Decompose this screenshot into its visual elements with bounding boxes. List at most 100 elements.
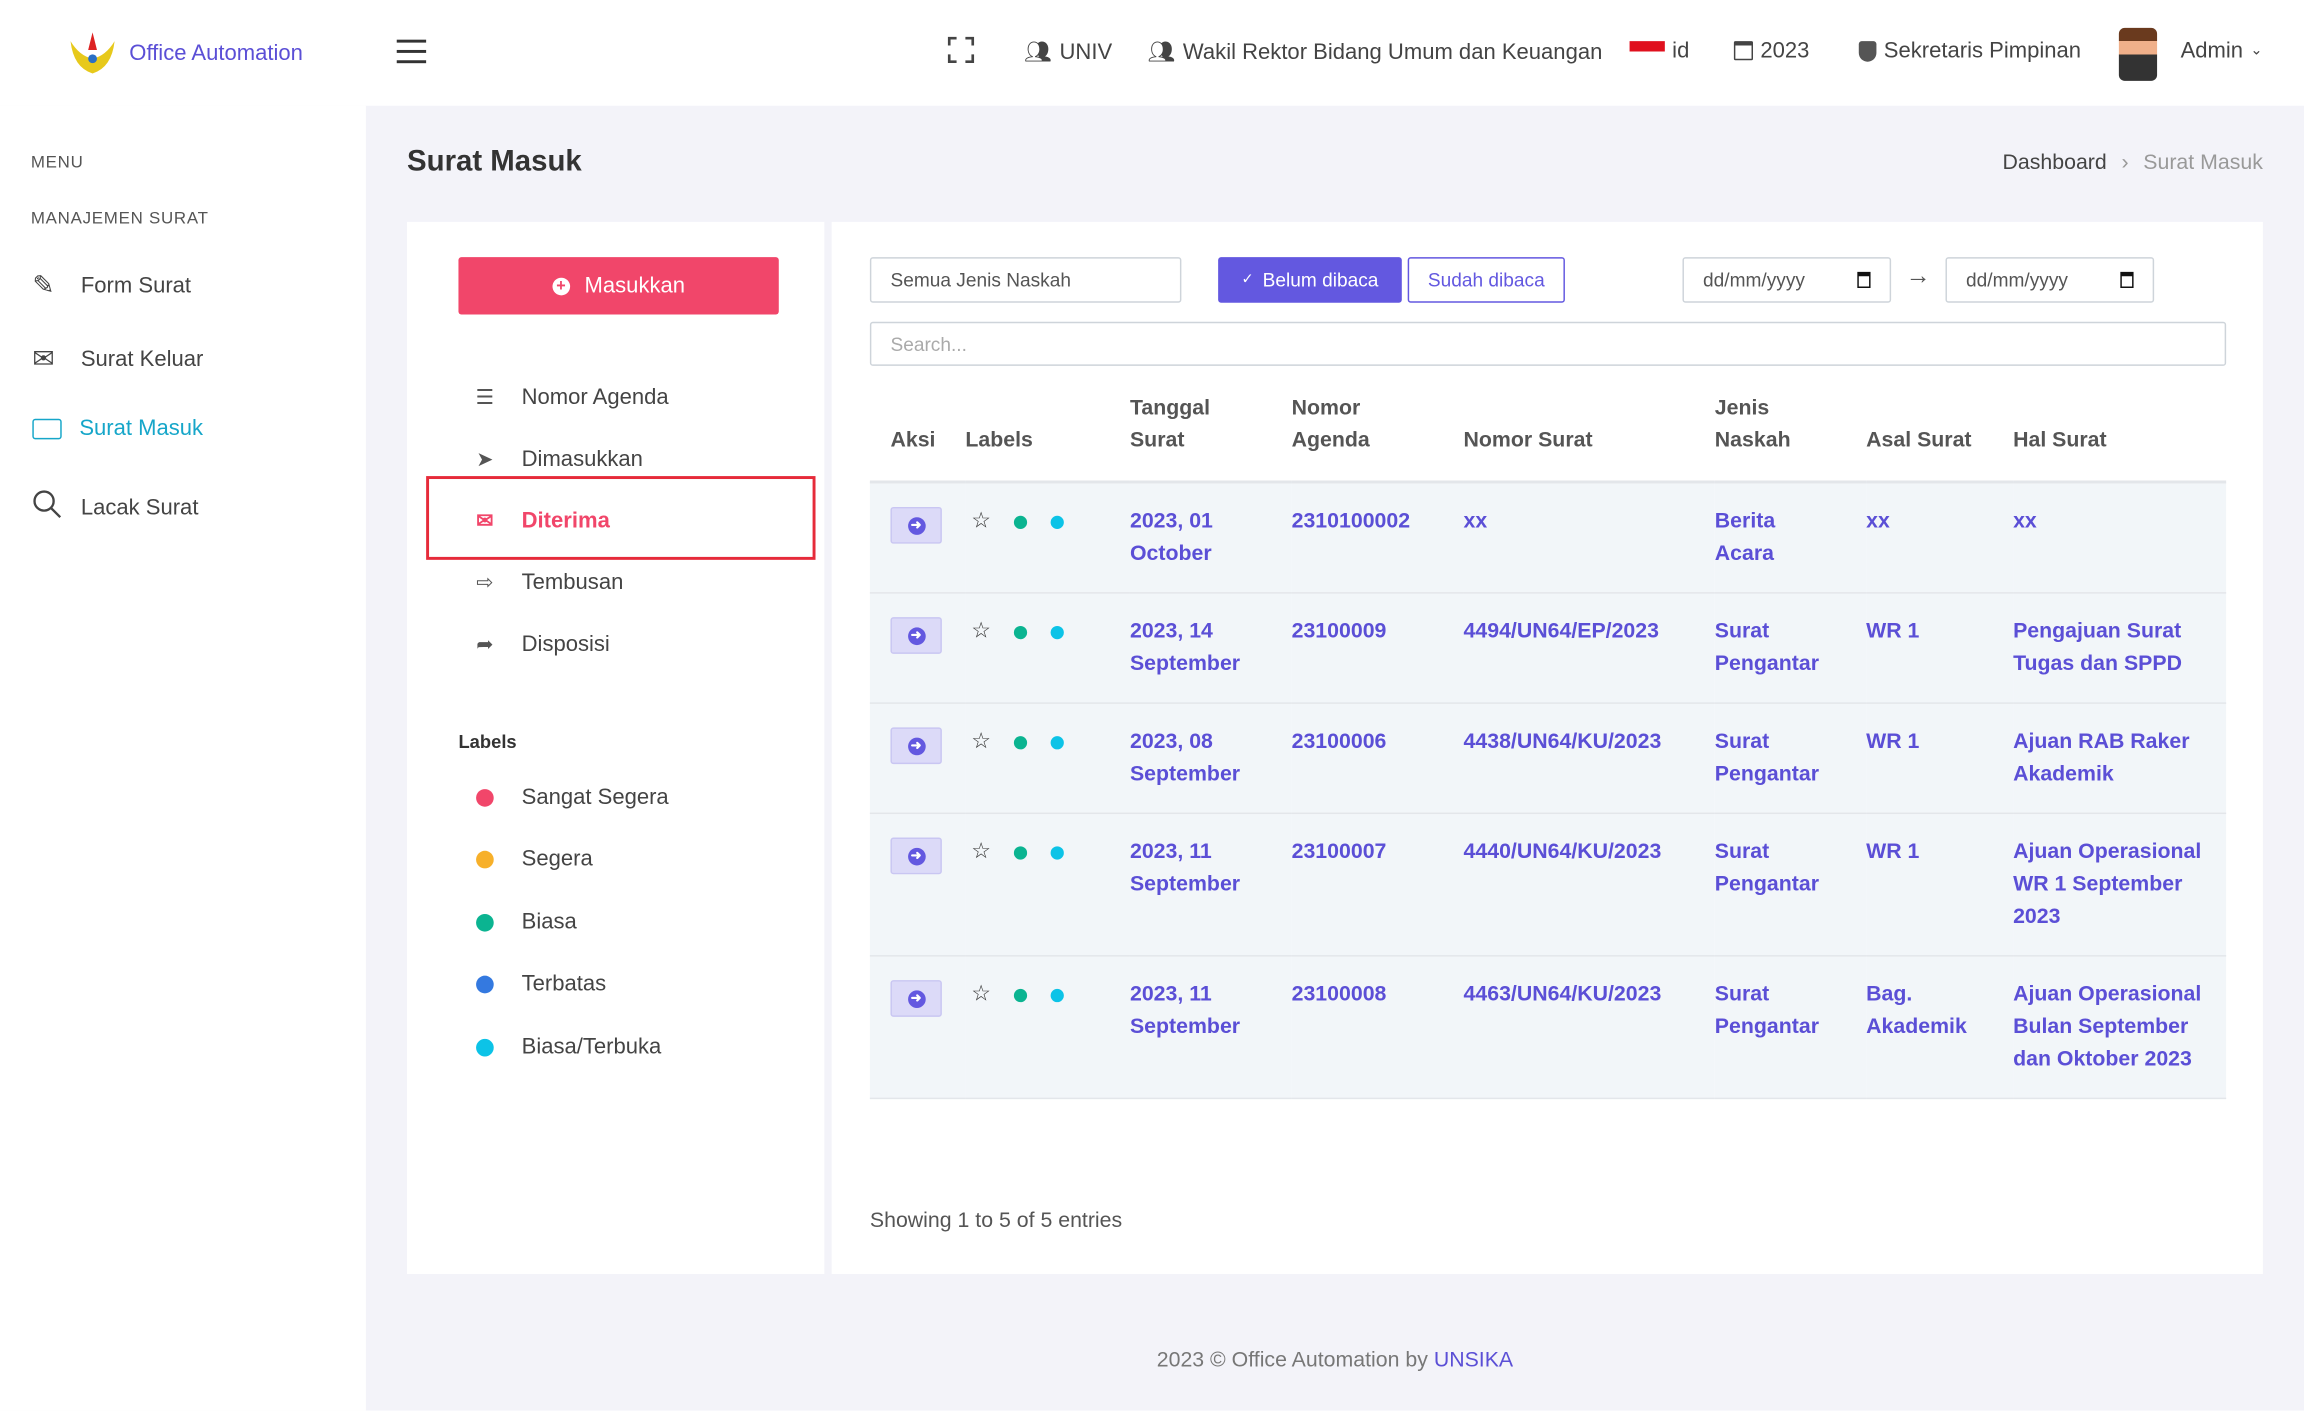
- cell-jenis: Surat Pengantar: [1714, 955, 1867, 1100]
- pencil-icon: ✎: [32, 270, 55, 300]
- user-menu[interactable]: Admin ⌄: [2181, 38, 2263, 63]
- cell-asal: xx: [1866, 481, 2014, 594]
- star-icon[interactable]: ☆: [971, 981, 992, 1007]
- cell-hal: Ajuan Operasional WR 1 September 2023: [2013, 813, 2227, 957]
- open-mail-button[interactable]: ➜: [890, 506, 942, 544]
- label-biasa-terbuka[interactable]: Biasa/Terbuka: [476, 1034, 661, 1059]
- unit-label: UNIV: [1059, 38, 1113, 64]
- date-to-input[interactable]: dd/mm/yyyy: [1945, 257, 2155, 303]
- language-label: id: [1672, 38, 1690, 64]
- shield-icon: [1858, 40, 1877, 61]
- cell-tanggal: 2023, 01 October: [1129, 481, 1292, 594]
- arrow-right-icon: →: [1905, 261, 1931, 290]
- sidebar-item-form-surat[interactable]: ✎ Form Surat: [32, 270, 191, 301]
- open-mail-button[interactable]: ➜: [890, 617, 942, 654]
- open-mail-button[interactable]: ➜: [890, 727, 942, 765]
- open-mail-button[interactable]: ➜: [890, 837, 942, 875]
- table-row[interactable]: ➜ ☆ 2023, 08 September 23100006 4438/UN64/…: [869, 703, 2227, 815]
- cell-jenis: Surat Pengantar: [1714, 592, 1867, 704]
- cell-hal: Pengajuan Surat Tugas dan SPPD: [2013, 592, 2227, 704]
- cell-aksi: ➜: [869, 703, 966, 815]
- table-row[interactable]: ➜ ☆ 2023, 01 October 2310100002 xx Berita A…: [869, 481, 2227, 594]
- cell-agenda: 23100008: [1291, 955, 1464, 1100]
- col-nomor-agenda[interactable]: Nomor Agenda: [1291, 379, 1464, 484]
- breadcrumb-dashboard[interactable]: Dashboard: [2002, 151, 2107, 175]
- label-segera[interactable]: Segera: [476, 846, 593, 871]
- label-terbatas[interactable]: Terbatas: [476, 971, 606, 996]
- unit-selector[interactable]: 👥︎ UNIV: [1024, 38, 1113, 65]
- label-dot-biasa-terbuka: [1051, 625, 1065, 639]
- breadcrumb: Dashboard › Surat Masuk: [2003, 151, 2263, 175]
- search-input[interactable]: Search...: [869, 321, 2227, 366]
- cell-aksi: ➜: [869, 813, 966, 957]
- sidebar-item-surat-masuk[interactable]: Surat Masuk: [32, 416, 203, 441]
- position-selector[interactable]: 👥︎ Wakil Rektor Bidang Umum dan Keuangan: [1148, 38, 1603, 65]
- col-jenis-naskah[interactable]: Jenis Naskah: [1714, 379, 1867, 484]
- cell-labels: ☆: [965, 592, 1130, 704]
- col-tanggal-surat[interactable]: Tanggal Surat: [1129, 379, 1292, 484]
- cell-agenda: 23100009: [1291, 592, 1464, 704]
- brand[interactable]: Office Automation: [68, 29, 303, 76]
- label-dot-biasa-terbuka: [1051, 515, 1065, 529]
- open-mail-button[interactable]: ➜: [890, 980, 942, 1017]
- year-label: 2023: [1760, 38, 1810, 64]
- cell-jenis: Berita Acara: [1714, 481, 1867, 594]
- nav-disposisi[interactable]: ➦ Disposisi: [472, 632, 610, 657]
- cell-aksi: ➜: [869, 592, 966, 704]
- role-label: Sekretaris Pimpinan: [1883, 38, 2082, 64]
- user-list-icon: 👥︎: [1024, 39, 1053, 65]
- nav-dimasukkan[interactable]: ➤ Dimasukkan: [472, 447, 643, 472]
- calendar-icon[interactable]: [2120, 271, 2134, 289]
- dot-icon: [476, 788, 494, 806]
- cell-jenis: Surat Pengantar: [1714, 813, 1867, 957]
- label-text: Sangat Segera: [521, 784, 669, 810]
- fullscreen-icon[interactable]: [946, 35, 975, 64]
- unread-filter-button[interactable]: ✓ Belum dibaca: [1218, 257, 1402, 303]
- star-icon[interactable]: ☆: [971, 839, 992, 865]
- nav-tembusan[interactable]: ⇨ Tembusan: [472, 570, 624, 596]
- cell-nomor: 4463/UN64/KU/2023: [1463, 955, 1715, 1100]
- date-placeholder: dd/mm/yyyy: [1966, 268, 2068, 291]
- nav-label: Disposisi: [521, 631, 610, 657]
- footer-link[interactable]: UNSIKA: [1433, 1348, 1514, 1373]
- table-row[interactable]: ➜ ☆ 2023, 11 September 23100007 4440/UN64/…: [869, 813, 2227, 957]
- star-icon[interactable]: ☆: [971, 728, 992, 754]
- jenis-naskah-select[interactable]: Semua Jenis Naskah: [869, 257, 1182, 303]
- add-mail-button[interactable]: + Masukkan: [458, 257, 779, 315]
- col-nomor-surat[interactable]: Nomor Surat: [1463, 379, 1715, 484]
- date-from-input[interactable]: dd/mm/yyyy: [1682, 257, 1892, 303]
- avatar[interactable]: [2118, 27, 2158, 81]
- calendar-icon[interactable]: [1857, 271, 1871, 289]
- nav-nomor-agenda[interactable]: ☰ Nomor Agenda: [472, 385, 669, 410]
- language-selector[interactable]: id: [1629, 38, 1690, 64]
- role-selector[interactable]: Sekretaris Pimpinan: [1858, 38, 2082, 64]
- calendar-icon: [1733, 41, 1753, 61]
- sidebar-item-surat-keluar[interactable]: ✉ Surat Keluar: [32, 344, 203, 375]
- table-row[interactable]: ➜ ☆ 2023, 11 September 23100008 4463/UN64/…: [869, 955, 2227, 1100]
- cell-labels: ☆: [965, 955, 1130, 1100]
- star-icon[interactable]: ☆: [971, 508, 992, 534]
- menu-toggle-icon[interactable]: [396, 39, 427, 71]
- table-header: Aksi Labels Tanggal Surat Nomor Agenda N…: [869, 379, 2227, 484]
- star-icon[interactable]: ☆: [971, 618, 992, 644]
- year-selector[interactable]: 2023: [1733, 38, 1810, 64]
- rocket-icon: ➤: [476, 446, 494, 471]
- inbox-icon: [32, 418, 62, 439]
- nav-label: Tembusan: [521, 570, 624, 596]
- label-text: Biasa/Terbuka: [521, 1034, 662, 1060]
- col-hal-surat[interactable]: Hal Surat: [2013, 379, 2227, 484]
- table-row[interactable]: ➜ ☆ 2023, 14 September 23100009 4494/UN64/…: [869, 592, 2227, 704]
- table-info: Showing 1 to 5 of 5 entries: [869, 1209, 1123, 1233]
- col-asal-surat[interactable]: Asal Surat: [1866, 379, 2014, 484]
- label-sangat-segera[interactable]: Sangat Segera: [476, 785, 669, 810]
- nav-label: Nomor Agenda: [521, 384, 669, 410]
- nav-diterima[interactable]: ✉ Diterima: [472, 508, 610, 533]
- label-dot-biasa-terbuka: [1051, 845, 1065, 859]
- nav-label: Diterima: [521, 508, 610, 534]
- read-filter-button[interactable]: Sudah dibaca: [1407, 257, 1565, 303]
- cell-nomor: 4438/UN64/KU/2023: [1463, 703, 1715, 815]
- label-biasa[interactable]: Biasa: [476, 910, 577, 935]
- sidebar-item-lacak-surat[interactable]: Lacak Surat: [32, 489, 198, 524]
- nav-label: Dimasukkan: [521, 446, 643, 472]
